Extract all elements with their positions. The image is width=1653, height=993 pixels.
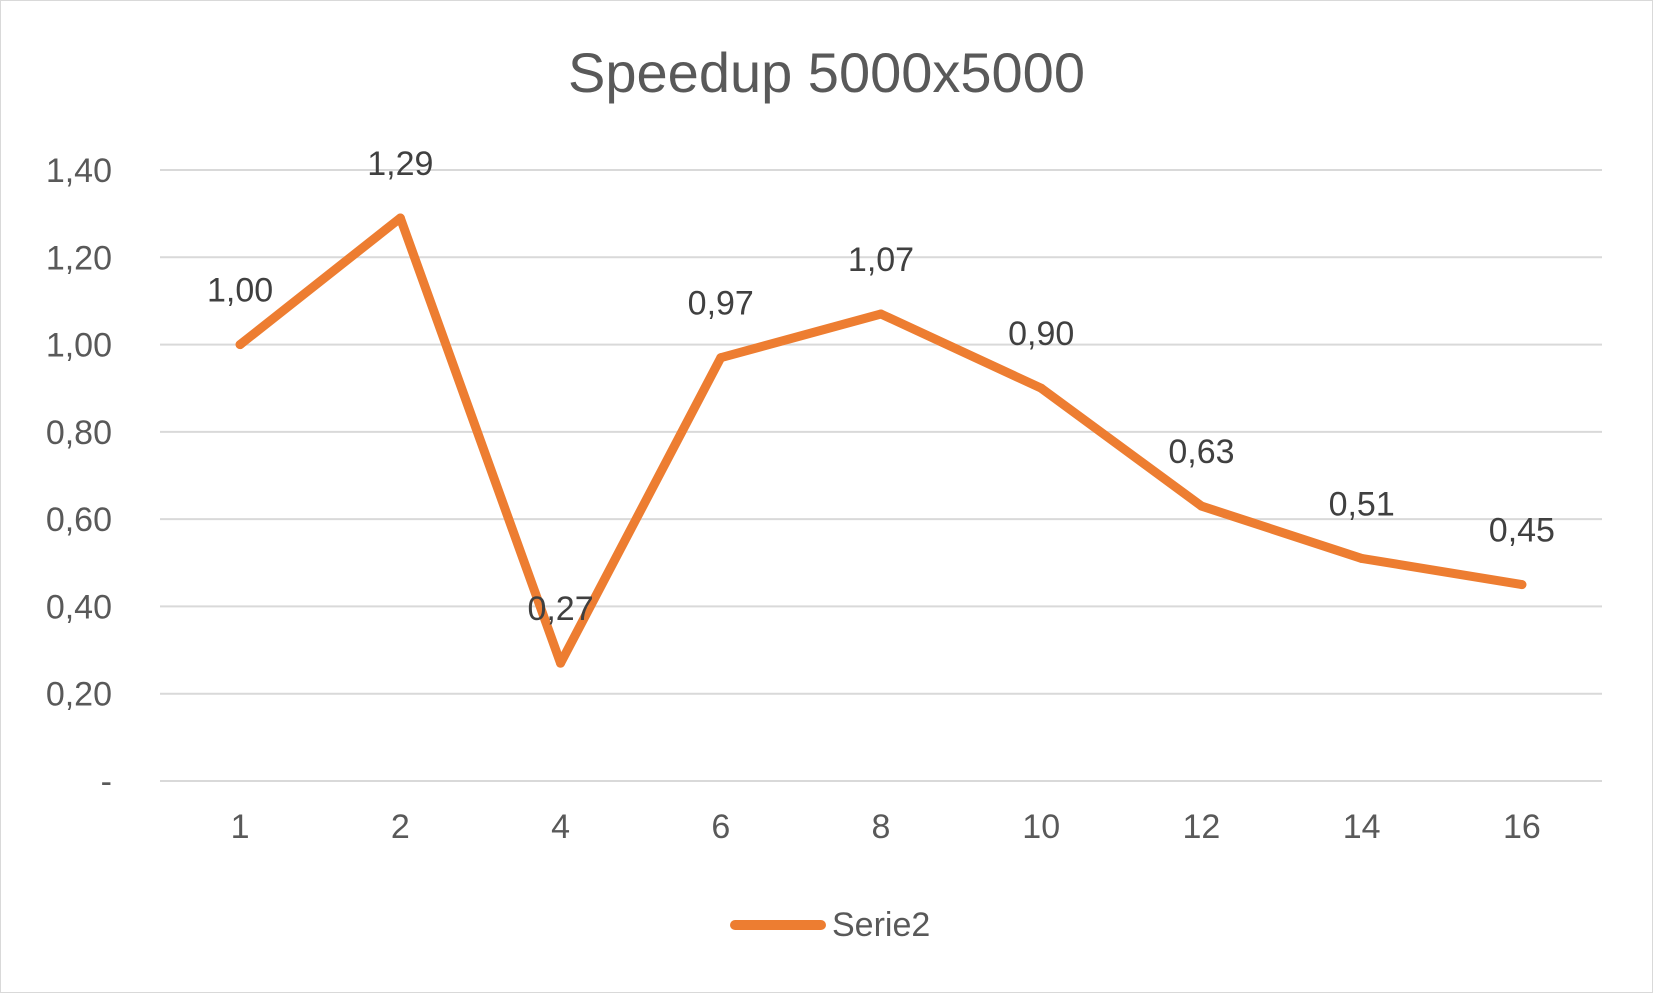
data-label: 0,45 bbox=[1489, 512, 1555, 550]
x-tick-label: 10 bbox=[1022, 808, 1060, 846]
x-tick-label: 6 bbox=[711, 808, 730, 846]
x-tick-label: 12 bbox=[1183, 808, 1221, 846]
data-point bbox=[876, 309, 886, 319]
legend-swatch-serie2 bbox=[730, 920, 826, 930]
data-label: 0,90 bbox=[1008, 315, 1074, 353]
y-tick-label: 1,40 bbox=[46, 152, 112, 190]
data-point bbox=[1036, 383, 1046, 393]
data-label: 1,07 bbox=[848, 241, 914, 279]
data-label: 1,29 bbox=[367, 145, 433, 183]
data-label: 0,27 bbox=[527, 590, 593, 628]
data-label: 0,51 bbox=[1329, 485, 1395, 523]
x-tick-label: 14 bbox=[1343, 808, 1381, 846]
series-line-serie2 bbox=[235, 213, 1527, 668]
legend: Serie2 bbox=[730, 903, 930, 947]
data-point bbox=[395, 213, 405, 223]
data-point bbox=[1196, 501, 1206, 511]
y-tick-label: 0,60 bbox=[46, 501, 112, 539]
y-tick-label: 0,20 bbox=[46, 676, 112, 714]
x-tick-label: 2 bbox=[391, 808, 410, 846]
x-tick-label: 8 bbox=[872, 808, 891, 846]
data-point bbox=[1517, 580, 1527, 590]
x-tick-label: 4 bbox=[551, 808, 570, 846]
data-point bbox=[235, 340, 245, 350]
y-tick-label: 0,40 bbox=[46, 588, 112, 626]
data-label: 0,63 bbox=[1168, 433, 1234, 471]
x-tick-label: 1 bbox=[231, 808, 250, 846]
data-point bbox=[556, 658, 566, 668]
y-tick-label: 0,80 bbox=[46, 414, 112, 452]
legend-label-serie2: Serie2 bbox=[832, 905, 931, 944]
data-label: 1,00 bbox=[207, 272, 273, 310]
y-tick-label: - bbox=[101, 763, 112, 801]
y-tick-label: 1,00 bbox=[46, 327, 112, 365]
y-tick-label: 1,20 bbox=[46, 239, 112, 277]
data-point bbox=[716, 353, 726, 363]
data-label: 0,97 bbox=[688, 285, 754, 323]
data-point bbox=[1357, 553, 1367, 563]
chart-title: Speedup 5000x5000 bbox=[568, 41, 1085, 104]
x-tick-label: 16 bbox=[1503, 808, 1541, 846]
